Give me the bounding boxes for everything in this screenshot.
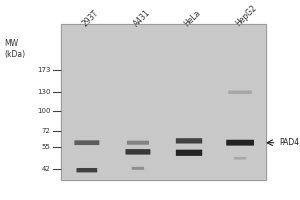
FancyBboxPatch shape (132, 167, 144, 170)
Text: 130: 130 (37, 89, 50, 95)
Text: A431: A431 (132, 8, 152, 28)
Bar (61, 24, 266, 180)
FancyBboxPatch shape (176, 150, 202, 156)
Text: 55: 55 (42, 144, 50, 150)
Text: HeLa: HeLa (183, 8, 203, 28)
Text: 42: 42 (42, 166, 50, 172)
FancyBboxPatch shape (228, 91, 252, 94)
Text: 72: 72 (42, 128, 50, 134)
FancyBboxPatch shape (176, 138, 202, 144)
Text: HepG2: HepG2 (234, 3, 258, 28)
FancyBboxPatch shape (125, 149, 150, 155)
FancyBboxPatch shape (74, 140, 99, 145)
Text: MW
(kDa): MW (kDa) (4, 39, 25, 59)
FancyBboxPatch shape (76, 168, 97, 172)
Text: PAD4: PAD4 (279, 138, 299, 147)
Text: 173: 173 (37, 67, 50, 73)
FancyBboxPatch shape (127, 141, 149, 145)
Text: 293T: 293T (80, 8, 100, 28)
Text: 100: 100 (37, 108, 50, 114)
FancyBboxPatch shape (226, 140, 254, 146)
FancyBboxPatch shape (234, 157, 246, 160)
Bar (61, 24, 266, 180)
